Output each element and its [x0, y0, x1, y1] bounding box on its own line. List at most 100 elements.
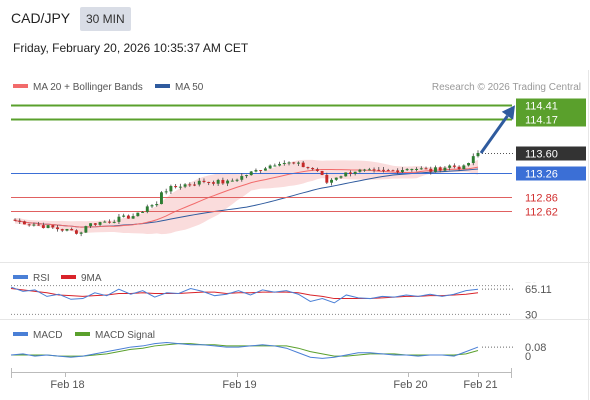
candle-body — [164, 191, 168, 193]
candle-body — [363, 169, 367, 171]
instrument-symbol: CAD/JPY — [11, 10, 71, 26]
candle-body — [405, 169, 409, 171]
rsi-30-label: 30 — [525, 309, 537, 321]
candle-body — [306, 167, 310, 169]
candle-body — [263, 168, 267, 171]
rsi-legend-swatch — [13, 275, 28, 279]
candle-body — [443, 167, 447, 171]
candle-body — [330, 179, 334, 183]
candle-body — [301, 162, 305, 168]
chart-header: CAD/JPY 30 MIN Friday, February 20, 2026… — [0, 0, 590, 70]
rsi-panel: RSI 9MA 30 70 65.11 — [10, 273, 560, 321]
candle-body — [46, 225, 50, 229]
target-arrow-shaft — [479, 114, 509, 154]
rsi-value: 65.11 — [525, 284, 552, 296]
candle-body — [18, 220, 22, 222]
candle-body — [259, 170, 263, 172]
macd-value: 0.08 — [525, 342, 546, 354]
macd-zero-label: 0 — [525, 351, 531, 363]
candle-body — [70, 228, 74, 231]
candle-body — [462, 165, 466, 170]
candle-body — [51, 225, 55, 228]
candle-body — [60, 229, 64, 231]
macd-legend-swatch — [13, 332, 28, 336]
candle-body — [112, 221, 116, 223]
price-panel: 114.41 114.17 113.26 112.86 112.62 113.60 — [11, 98, 586, 237]
candle-body — [386, 170, 390, 172]
candle-body — [27, 224, 31, 226]
candle-body — [348, 172, 352, 174]
rsi-legend-label: RSI — [33, 273, 50, 284]
macd-legend-label: MACD — [33, 330, 62, 341]
support-level-label: 112.62 — [525, 207, 558, 219]
candle-body — [56, 227, 59, 230]
candle-body — [202, 180, 206, 182]
candle-body — [396, 170, 400, 173]
candle-body — [145, 206, 149, 212]
candle-body — [273, 165, 277, 167]
rsi-ma-legend-label: 9MA — [81, 273, 102, 284]
rsi-line — [10, 286, 479, 304]
candle-body — [438, 167, 442, 171]
macd-signal-legend-swatch — [75, 332, 90, 336]
candle-body — [419, 168, 423, 170]
candle-body — [98, 222, 102, 225]
candle-body — [174, 186, 178, 188]
candle-body — [471, 156, 475, 164]
candle-body — [429, 168, 433, 172]
candle-body — [216, 179, 220, 184]
support-level-label: 112.86 — [525, 193, 558, 205]
candle-body — [448, 165, 452, 168]
candle-body — [344, 172, 348, 177]
ma50-legend-label: MA 50 — [175, 82, 204, 93]
candle-body — [476, 152, 480, 157]
target-arrow-head — [501, 105, 515, 120]
rsi-ma-legend-swatch — [61, 275, 76, 279]
candle-body — [457, 166, 461, 170]
ma20-legend-swatch — [13, 84, 28, 88]
candle-body — [240, 176, 244, 180]
report-datetime: Friday, February 20, 2026 10:35:37 AM CE… — [13, 41, 249, 55]
last-price-tag: 113.60 — [516, 146, 586, 161]
candle-body — [367, 169, 371, 171]
candle-body — [211, 182, 215, 184]
candle-body — [254, 170, 258, 172]
candle-body — [467, 163, 471, 166]
candle-body — [122, 215, 126, 217]
candle-body — [334, 177, 338, 180]
level-tag-resistance — [516, 112, 586, 127]
candle-body — [169, 186, 173, 192]
candle-body — [377, 169, 381, 171]
candle-body — [159, 192, 163, 205]
candle-body — [230, 180, 234, 182]
candle-body — [339, 176, 343, 178]
candle-body — [141, 211, 145, 213]
candle-body — [126, 215, 130, 219]
bollinger-band — [15, 159, 478, 235]
candle-body — [410, 169, 414, 171]
candle-body — [372, 169, 376, 171]
candle-body — [353, 171, 357, 174]
candle-body — [84, 226, 88, 233]
candle-body — [311, 168, 315, 170]
candle-body — [249, 171, 253, 176]
candle-body — [89, 223, 93, 227]
candle-body — [193, 184, 196, 186]
candle-body — [197, 180, 201, 185]
candle-body — [424, 168, 428, 170]
candle-body — [136, 212, 140, 217]
candle-body — [282, 162, 286, 164]
candle-body — [188, 184, 192, 186]
candle-body — [226, 180, 230, 184]
candle-body — [221, 179, 225, 184]
candle-body — [117, 216, 121, 222]
candle-body — [452, 165, 456, 167]
candlesticks — [13, 150, 480, 237]
timeframe-button[interactable]: 30 MIN — [80, 7, 131, 31]
x-tick-label: Feb 19 — [222, 379, 256, 391]
ma20-legend-label: MA 20 + Bollinger Bands — [33, 82, 143, 93]
candle-body — [400, 170, 404, 173]
candle-body — [22, 221, 26, 225]
candle-body — [79, 232, 83, 234]
